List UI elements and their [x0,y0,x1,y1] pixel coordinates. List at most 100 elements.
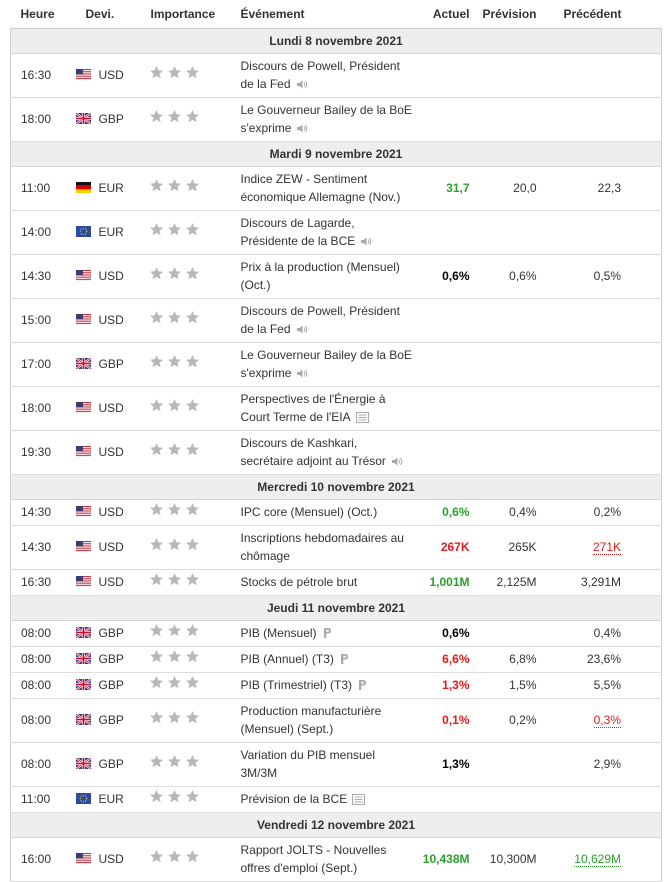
actual-cell: 0,6% [420,620,476,647]
forecast-cell [475,786,546,813]
event-cell: Discours de Kashkari, secrétaire adjoint… [230,430,421,475]
preliminary-icon [359,680,367,690]
event-row: 14:30 USD Inscriptions hebdomadaires au ch… [10,525,662,570]
forecast-value: 6,8% [509,652,537,666]
event-row: 16:30 USD Discours de Powell, Président de… [10,53,662,98]
currency: USD [98,445,124,459]
flag-us [75,445,91,459]
event-time: 08:00 [10,672,76,699]
event-time: 08:00 [10,620,76,647]
importance-stars [149,624,199,637]
event-cell: IPC core (Mensuel) (Oct.) [230,499,421,526]
importance-cell [140,525,231,570]
forecast-cell: 0,6% [475,254,546,299]
forecast-value: 0,6% [509,269,537,283]
event-name: PIB (Mensuel) [240,626,317,640]
previous-value: 2,9% [593,757,621,771]
importance-stars [149,66,199,79]
col-header: Événement [230,0,421,29]
event-cell: Inscriptions hebdomadaires au chômage [230,525,421,570]
previous-value: 0,3% [593,713,621,728]
event-time: 19:30 [10,430,76,475]
col-header: Précédent [545,0,662,29]
event-name: Discours de Lagarde, Présidente de la BC… [240,216,356,248]
currency-cell: EUR [75,786,141,813]
actual-value: 267K [440,540,470,554]
col-header: Devi. [75,0,141,29]
event-time: 11:00 [10,166,76,211]
flag-us [75,269,91,283]
importance-stars [149,443,199,456]
flag-eu [75,793,91,804]
importance-stars [149,110,199,123]
actual-cell: 31,7 [420,166,476,211]
flag-us [75,505,91,519]
actual-cell [420,386,476,431]
previous-cell: 271K [545,525,662,570]
importance-cell [140,298,231,343]
day-row: Vendredi 12 novembre 2021 [10,812,662,838]
flag-us [75,575,91,589]
importance-cell [140,430,231,475]
previous-cell [545,298,662,343]
previous-cell: 0,3% [545,698,662,743]
previous-cell [545,430,662,475]
preliminary-icon [340,654,348,664]
currency-cell: GBP [74,97,141,142]
event-row: 19:30 USD Discours de Kashkari, secrétaire… [10,430,662,475]
importance-cell [140,786,231,813]
importance-stars [149,850,199,863]
previous-cell: 3,291M [545,569,662,596]
importance-stars [149,790,199,803]
forecast-cell: 2,125M [475,569,546,596]
importance-cell [140,569,231,596]
event-cell: Variation du PIB mensuel 3M/3M [230,742,421,787]
event-name: PIB (Annuel) (T3) [240,652,334,666]
report-icon [352,794,366,805]
event-cell: Prix à la production (Mensuel) (Oct.) [230,254,421,299]
forecast-cell: 10,300M [475,837,546,882]
event-cell: Rapport JOLTS - Nouvelles offres d'emplo… [230,837,421,882]
importance-cell [140,386,231,431]
event-time: 08:00 [10,646,76,673]
actual-cell: 10,438M [420,837,476,882]
previous-value: 10,629M [574,852,621,867]
flag-us [75,313,91,327]
actual-value: 0,1% [442,713,470,727]
table-header: Heure Devi. Importance Événement Actuel … [10,0,662,29]
actual-cell: 0,1% [420,698,476,743]
previous-cell [545,53,662,98]
event-row: 08:00 GBP PIB (Trimestriel) (T3) 1,3% 1,5% 5,… [10,672,662,699]
event-row: 08:00 GBP Production manufacturière (Mensu… [10,698,662,743]
forecast-cell: 265K [475,525,546,570]
event-name: PIB (Trimestriel) (T3) [240,678,353,692]
event-cell: Le Gouverneur Bailey de la BoE s'exprime [230,97,421,142]
previous-value: 271K [592,540,621,555]
currency: USD [98,401,124,415]
event-row: 16:30 USD Stocks de pétrole brut 1,001M 2,12… [10,569,662,596]
forecast-value: 2,125M [496,575,537,589]
event-time: 14:30 [10,525,76,570]
page-body: Heure Devi. Importance Événement Actuel … [10,0,662,882]
previous-cell: 0,4% [545,620,662,647]
flag-gb [74,357,92,370]
header-row: Heure Devi. Importance Événement Actuel … [10,0,662,29]
currency: EUR [98,181,124,195]
importance-cell [140,620,231,647]
currency: GBP [98,757,124,771]
event-name: Stocks de pétrole brut [240,575,358,589]
event-name: Production manufacturière (Mensuel) (Sep… [240,704,382,736]
event-name: IPC core (Mensuel) (Oct.) [240,505,378,519]
actual-cell [420,53,476,98]
importance-stars [149,311,199,324]
day-date: Lundi 8 novembre 2021 [10,28,662,54]
importance-stars [149,503,199,516]
actual-cell [420,342,476,387]
actual-value: 10,438M [422,852,470,866]
actual-value: 0,6% [442,626,470,640]
actual-value: 0,6% [442,269,470,283]
flag-de [75,182,91,193]
event-name: Discours de Kashkari, secrétaire adjoint… [240,436,386,468]
currency: GBP [98,626,124,640]
importance-stars [149,223,199,236]
